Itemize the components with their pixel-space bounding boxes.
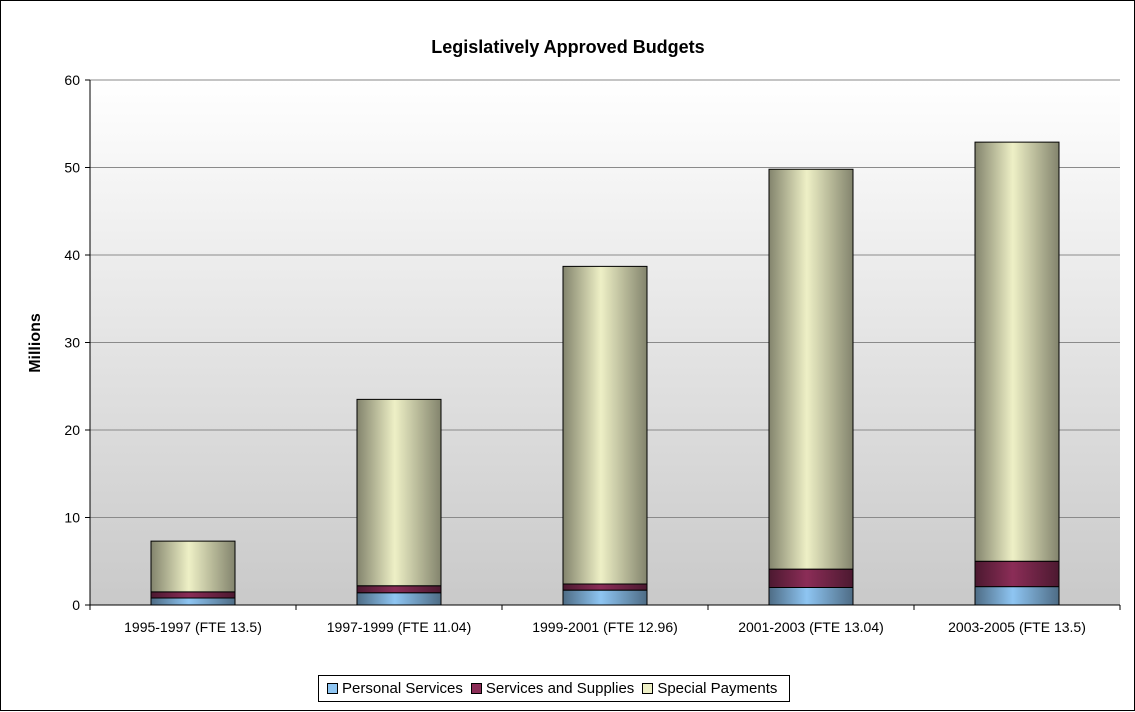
y-tick-label: 10 [64, 510, 80, 526]
y-tick-label: 30 [64, 335, 80, 351]
y-axis-label: Millions [27, 313, 44, 373]
bar-segment [356, 398, 442, 587]
x-tick-label: 1995-1997 (FTE 13.5) [124, 619, 262, 635]
x-tick-label: 2001-2003 (FTE 13.04) [738, 619, 884, 635]
bar-segment [562, 583, 648, 591]
legend-item: Special Payments [642, 680, 777, 697]
y-tick-label: 40 [64, 247, 80, 263]
bar-segment [974, 586, 1060, 606]
y-tick-label: 50 [64, 160, 80, 176]
bar-segment [768, 587, 854, 606]
y-tick-label: 60 [64, 72, 80, 88]
legend-swatch [327, 683, 338, 694]
x-tick-label: 2003-2005 (FTE 13.5) [948, 619, 1086, 635]
bar-segment [974, 560, 1060, 588]
legend-label: Special Payments [657, 680, 778, 697]
bar-segment [562, 589, 648, 606]
bar-segment [356, 585, 442, 594]
legend-label: Personal Services [342, 680, 463, 697]
bar-segment [150, 597, 236, 606]
chart-title: Legislatively Approved Budgets [431, 37, 704, 57]
bar-segment [150, 591, 236, 599]
legend-item: Services and Supplies [470, 680, 635, 697]
bar-segment [150, 540, 236, 593]
legend: Personal Services Services and Supplies Sp… [318, 675, 791, 702]
legend-label: Services and Supplies [485, 680, 635, 697]
y-tick-label: 0 [72, 597, 80, 613]
legend-swatch [470, 683, 482, 694]
bar-segment [974, 141, 1060, 562]
x-tick-label: 1999-2001 (FTE 12.96) [532, 619, 678, 635]
legend-item: Personal Services [327, 680, 463, 697]
plot-area: 0 10 20 30 40 50 60 1995-1997 (FTE 13.5) 1997-19… [64, 72, 1121, 635]
bar-segment [768, 568, 854, 588]
bar-segment [562, 265, 648, 585]
x-tick-label: 1997-1999 (FTE 11.04) [327, 619, 472, 635]
bar-segment [768, 168, 854, 570]
legend-swatch [642, 683, 654, 694]
bar-segment [356, 592, 442, 606]
y-tick-label: 20 [64, 422, 80, 438]
